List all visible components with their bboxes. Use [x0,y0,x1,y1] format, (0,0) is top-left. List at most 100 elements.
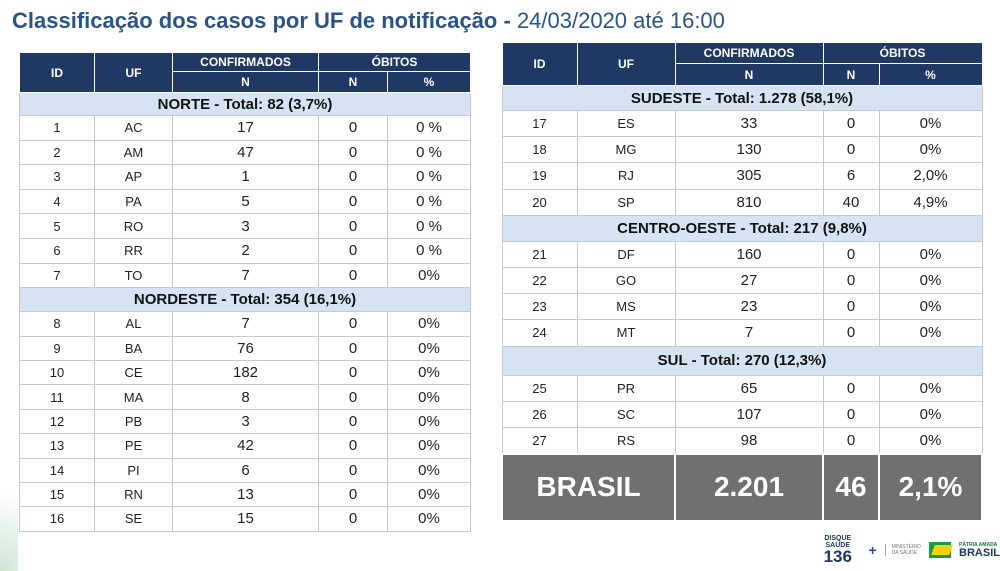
cell-id: 11 [19,384,95,410]
region-row: SUL - Total: 270 (12,3%) [501,345,983,376]
cell-id: 17 [501,109,578,138]
brasil-label: BRASIL [501,452,676,522]
cell-pct: 0% [878,240,983,268]
cell-uf: AC [94,115,173,141]
cell-uf: PR [576,374,676,402]
cell-confirmados: 98 [674,427,824,455]
cell-confirmados: 810 [674,188,824,216]
table-row: 14 PI 6 0 0% [19,457,472,483]
cell-uf: MG [576,136,676,164]
cell-uf: CE [94,359,173,386]
cell-obitos: 0 [822,240,880,268]
cell-obitos: 0 [318,213,388,239]
cell-uf: TO [94,262,173,289]
cell-confirmados: 8 [172,384,319,410]
cell-pct: 0 % [386,115,472,141]
cell-obitos: 0 [318,457,388,483]
cell-id: 5 [19,213,95,239]
region-total: SUDESTE - Total: 1.278 (58,1%) [501,85,983,111]
table-row: 4 PA 5 0 0 % [19,188,472,215]
cell-confirmados: 107 [674,400,824,429]
cell-uf: SP [576,188,676,216]
cell-confirmados: 42 [172,433,319,459]
table-row: 10 CE 182 0 0% [19,359,472,386]
brazil-flag-icon [928,542,952,558]
cell-uf: PA [94,188,173,215]
page-title: Classificação dos casos por UF de notifi… [12,8,725,34]
cell-pct: 0 % [386,213,472,239]
cell-id: 19 [501,162,578,190]
cell-uf: RS [576,427,676,455]
table-row: 18 MG 130 0 0% [501,136,983,164]
cell-obitos: 0 [318,384,388,410]
brasil-pct: 2,1% [877,452,984,522]
sus-plus-icon: + [868,542,877,558]
brasil-logo-text: BRASIL [959,546,1000,559]
brasil-total-row: BRASIL 2.201 46 2,1% [501,452,984,522]
table-row: 1 AC 17 0 0 % [19,115,472,141]
header-n: N [822,63,880,86]
cell-confirmados: 76 [172,335,319,361]
cell-confirmados: 15 [172,506,319,532]
cell-uf: PE [94,433,173,459]
table-row: 3 AP 1 0 0 % [19,164,472,190]
cell-obitos: 0 [822,374,880,402]
cell-uf: PI [94,457,173,483]
cell-id: 15 [19,481,95,508]
region-row: NORTE - Total: 82 (3,7%) [18,92,472,116]
cell-pct: 0% [878,427,983,455]
ministerio-logo: MINISTÉRIO DA SAÚDE [884,544,921,556]
table-row: 2 AM 47 0 0 % [19,139,472,166]
cell-obitos: 0 [822,136,880,164]
title-text: Classificação dos casos por UF de notifi… [12,8,498,33]
cell-uf: BA [94,335,173,361]
disque-number: 136 [823,547,852,566]
cell-confirmados: 7 [674,319,824,347]
header-obitos: ÓBITOS [317,52,472,72]
decorative-corner [0,460,18,571]
cell-obitos: 0 [822,319,880,347]
title-separator: - [497,8,517,33]
cell-id: 13 [19,433,95,459]
table-row: 26 SC 107 0 0% [501,400,983,429]
cell-id: 26 [501,400,578,429]
cell-confirmados: 47 [172,139,319,166]
cell-uf: PB [94,408,173,435]
cell-obitos: 40 [822,188,880,216]
header-uf: UF [94,52,173,93]
cell-confirmados: 33 [674,109,824,138]
cell-obitos: 0 [822,427,880,455]
header-pct: % [386,71,472,93]
header-uf: UF [576,42,676,86]
cell-uf: ES [576,109,676,138]
cell-pct: 0% [386,384,472,410]
cell-uf: RN [94,481,173,508]
disque-saude-logo: DISQUE SAÚDE 136 [815,535,861,565]
table-row: 25 PR 65 0 0% [501,374,983,402]
region-row: CENTRO-OESTE - Total: 217 (9,8%) [501,214,983,242]
cell-obitos: 0 [822,266,880,295]
table-row: 11 MA 8 0 0% [19,384,472,410]
cell-confirmados: 23 [674,293,824,321]
cell-id: 14 [19,457,95,483]
table-row: 24 MT 7 0 0% [501,319,983,347]
cell-id: 20 [501,188,578,216]
cell-id: 1 [19,115,95,141]
cell-uf: GO [576,266,676,295]
region-row: SUDESTE - Total: 1.278 (58,1%) [501,85,983,111]
region-row: NORDESTE - Total: 354 (16,1%) [18,287,472,313]
region-total: NORTE - Total: 82 (3,7%) [18,92,472,116]
cell-uf: RO [94,213,173,239]
cell-pct: 0% [386,433,472,459]
cell-obitos: 0 [318,188,388,215]
cell-uf: AM [94,139,173,166]
cell-pct: 0 % [386,164,472,190]
cell-pct: 0% [386,506,472,532]
region-total: NORDESTE - Total: 354 (16,1%) [18,287,472,313]
cell-id: 3 [19,164,95,190]
cell-obitos: 0 [318,433,388,459]
cell-obitos: 0 [318,139,388,166]
table-row: 20 SP 810 40 4,9% [501,188,983,216]
cell-obitos: 0 [318,115,388,141]
table-row: 5 RO 3 0 0 % [19,213,472,239]
